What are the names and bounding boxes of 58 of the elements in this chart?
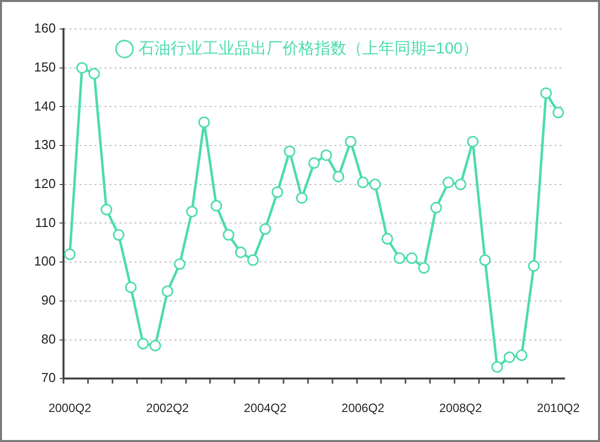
- x-tick-label: 2004Q2: [244, 401, 287, 416]
- point: [162, 285, 174, 297]
- point: [528, 260, 540, 272]
- y-tick-label: 140: [34, 98, 56, 114]
- x-tick-label: 2010Q2: [536, 401, 580, 416]
- y-tick-label: 80: [41, 331, 56, 346]
- point: [150, 340, 162, 352]
- point: [369, 178, 381, 190]
- point: [308, 157, 320, 169]
- point: [357, 176, 369, 188]
- point: [235, 246, 247, 258]
- point: [186, 206, 198, 218]
- point: [479, 254, 491, 266]
- point: [467, 136, 479, 148]
- x-tick-label: 2000Q2: [48, 401, 92, 416]
- point: [64, 248, 76, 260]
- y-tick-label: 160: [34, 20, 56, 36]
- point: [552, 106, 564, 118]
- point: [430, 202, 442, 214]
- y-tick-label: 120: [34, 176, 56, 191]
- y-tick-label: 130: [34, 137, 56, 152]
- point: [272, 186, 284, 198]
- y-tick-label: 150: [34, 59, 56, 74]
- point: [137, 338, 149, 350]
- point: [382, 233, 394, 245]
- point: [406, 252, 418, 264]
- point: [540, 87, 552, 99]
- point: [247, 254, 259, 266]
- point: [125, 282, 137, 294]
- point: [88, 68, 100, 80]
- point: [198, 116, 210, 128]
- point: [454, 178, 466, 190]
- point: [320, 149, 332, 161]
- y-tick-label: 110: [34, 214, 56, 230]
- point: [344, 136, 356, 148]
- point: [394, 252, 406, 264]
- point: [210, 200, 222, 212]
- point: [296, 192, 308, 204]
- point: [222, 229, 234, 241]
- x-tick-label: 2006Q2: [342, 401, 385, 416]
- point: [516, 350, 528, 362]
- y-tick-label: 90: [41, 292, 56, 308]
- point: [442, 176, 454, 188]
- point: [112, 229, 124, 241]
- x-tick-label: 2008Q2: [439, 401, 482, 416]
- point: [259, 223, 271, 235]
- x-tick-label: 2002Q2: [146, 401, 190, 416]
- y-tick-label: 70: [41, 370, 56, 386]
- point: [174, 258, 186, 270]
- point: [504, 351, 516, 363]
- point: [284, 146, 296, 158]
- point: [100, 204, 112, 216]
- point: [76, 62, 88, 74]
- legend-label: 石油行业工业品出厂价格指数（上年同期=100）: [138, 39, 479, 58]
- point: [332, 170, 344, 182]
- point: [491, 361, 503, 373]
- y-tick-label: 100: [34, 254, 56, 269]
- point: [418, 262, 430, 274]
